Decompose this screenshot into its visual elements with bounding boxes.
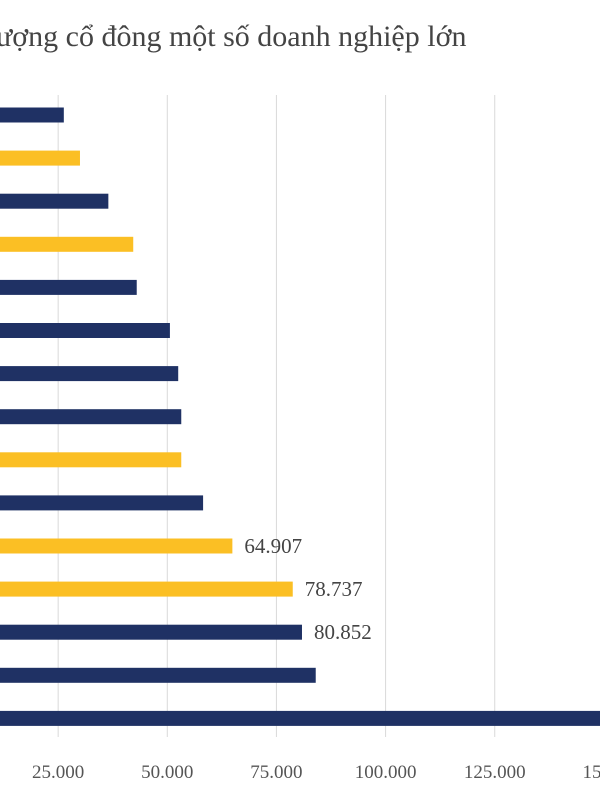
bar — [0, 452, 182, 468]
data-label: 64.907 — [244, 534, 302, 558]
bar — [0, 323, 170, 338]
data-label: 78.737 — [305, 577, 363, 601]
bar — [0, 710, 600, 726]
bar — [0, 279, 137, 295]
x-tick-label: 125.000 — [464, 762, 526, 783]
bar — [0, 495, 204, 511]
bar — [0, 193, 109, 209]
bar — [0, 538, 233, 554]
bar — [0, 624, 302, 640]
bar — [0, 581, 293, 597]
chart-title: ượng cổ đông một số doanh nghiệp lớn — [0, 20, 467, 53]
x-tick-label: 150.0 — [582, 762, 600, 783]
bar — [0, 366, 179, 382]
bar — [0, 409, 182, 425]
bar — [0, 236, 134, 252]
bar — [0, 667, 316, 683]
x-tick-label: 50.000 — [141, 762, 193, 783]
x-tick-label: 25.000 — [32, 762, 84, 783]
data-label: 80.852 — [314, 620, 372, 644]
x-tick-label: 75.000 — [250, 762, 302, 783]
bar — [0, 107, 64, 123]
bar — [0, 150, 80, 166]
x-tick-label: 100.000 — [355, 762, 417, 783]
